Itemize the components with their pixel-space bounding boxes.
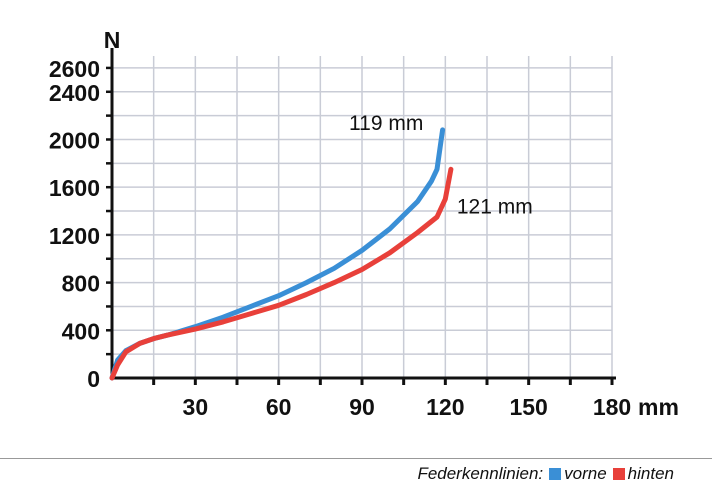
y-tick-label: 1200 (49, 223, 100, 249)
series-line-vorne (109, 127, 446, 381)
y-tick-label: 1600 (49, 175, 100, 201)
grid (112, 56, 613, 378)
legend: Federkennlinien: vorne hinten (417, 464, 674, 484)
axes (106, 48, 616, 385)
annotation-hinten: 121 mm (457, 195, 533, 218)
x-tick-label: 60 (266, 394, 292, 420)
legend-swatch-hinten (612, 468, 625, 480)
x-tick-label: 150 (509, 394, 547, 420)
annotation-vorne: 119 mm (349, 112, 423, 135)
x-axis-label: mm (638, 394, 679, 420)
divider (0, 458, 712, 459)
legend-label-hinten: hinten (627, 464, 674, 483)
x-tick-label: 120 (426, 394, 464, 420)
series-lines (109, 127, 454, 381)
legend-swatch-vorne (549, 468, 562, 480)
x-tick-label: 90 (349, 394, 375, 420)
x-tick-label: 30 (183, 394, 209, 420)
y-axis-label: N (104, 27, 121, 53)
legend-caption: Federkennlinien: (417, 464, 544, 483)
x-tick-label: 180 (593, 394, 631, 420)
y-tick-label: 2400 (49, 80, 100, 106)
y-tick-label: 2000 (49, 127, 100, 153)
y-tick-label: 400 (62, 318, 100, 344)
series-line-hinten (109, 166, 454, 381)
annotations: 119 mm 121 mm (349, 112, 533, 218)
y-tick-label: 800 (62, 271, 100, 297)
legend-label-vorne: vorne (564, 464, 607, 483)
y-tick-label: 2600 (49, 56, 100, 82)
y-tick-label: 0 (87, 366, 100, 392)
